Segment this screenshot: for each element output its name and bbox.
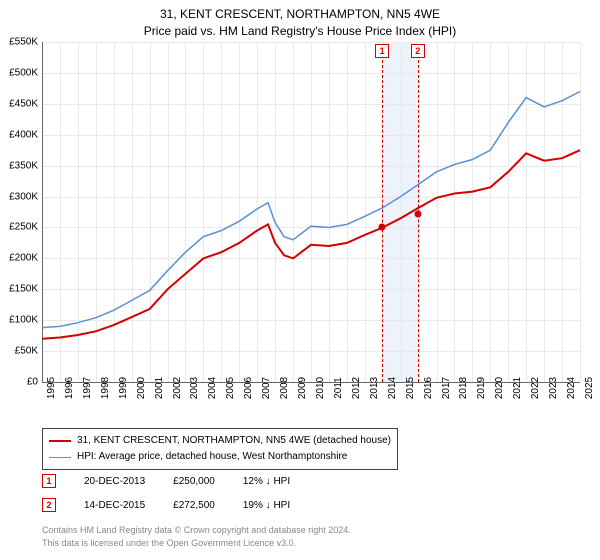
x-tick-label: 2020 (494, 377, 505, 399)
y-tick-label: £400K (2, 129, 38, 140)
y-tick-label: £100K (2, 315, 38, 326)
footer: Contains HM Land Registry data © Crown c… (42, 524, 351, 549)
x-tick-label: 2025 (584, 377, 595, 399)
sale-delta-1: 12% ↓ HPI (243, 476, 290, 487)
x-tick-label: 2013 (369, 377, 380, 399)
series-line-hpi (42, 92, 580, 328)
x-tick-label: 2014 (387, 377, 398, 399)
sale-date-1: 20-DEC-2013 (84, 476, 145, 487)
x-tick-label: 2021 (512, 377, 523, 399)
legend: 31, KENT CRESCENT, NORTHAMPTON, NN5 4WE … (42, 428, 398, 470)
y-tick-label: £200K (2, 253, 38, 264)
sale-row-2: 2 14-DEC-2015 £272,500 19% ↓ HPI (42, 498, 290, 512)
chart-title: 31, KENT CRESCENT, NORTHAMPTON, NN5 4WE … (0, 0, 600, 40)
x-tick-label: 1998 (100, 377, 111, 399)
x-tick-label: 1996 (64, 377, 75, 399)
x-tick-label: 2008 (279, 377, 290, 399)
legend-label-hpi: HPI: Average price, detached house, West… (77, 449, 347, 465)
x-tick-label: 1999 (118, 377, 129, 399)
sale-delta-2: 19% ↓ HPI (243, 500, 290, 511)
y-tick-label: £350K (2, 160, 38, 171)
legend-swatch-property (49, 440, 71, 442)
x-tick-label: 2001 (154, 377, 165, 399)
x-tick-label: 2007 (261, 377, 272, 399)
legend-swatch-hpi (49, 457, 71, 458)
y-tick-label: £300K (2, 191, 38, 202)
y-tick-label: £50K (2, 346, 38, 357)
x-tick-label: 2018 (458, 377, 469, 399)
sale-marker-2: 2 (42, 498, 56, 512)
x-tick-label: 2003 (189, 377, 200, 399)
chart-container: 31, KENT CRESCENT, NORTHAMPTON, NN5 4WE … (0, 0, 600, 560)
legend-item-hpi: HPI: Average price, detached house, West… (49, 449, 391, 465)
sale-price-2: £272,500 (173, 500, 215, 511)
legend-item-property: 31, KENT CRESCENT, NORTHAMPTON, NN5 4WE … (49, 433, 391, 449)
y-tick-label: £0 (2, 377, 38, 388)
y-tick-label: £150K (2, 284, 38, 295)
y-tick-label: £550K (2, 37, 38, 48)
sale-price-1: £250,000 (173, 476, 215, 487)
x-tick-label: 2019 (476, 377, 487, 399)
x-tick-label: 2024 (566, 377, 577, 399)
x-tick-label: 2017 (441, 377, 452, 399)
x-tick-label: 2004 (207, 377, 218, 399)
x-tick-label: 2009 (297, 377, 308, 399)
x-tick-label: 2006 (243, 377, 254, 399)
footer-line-2: This data is licensed under the Open Gov… (42, 537, 351, 550)
gridline-v (580, 42, 581, 382)
legend-label-property: 31, KENT CRESCENT, NORTHAMPTON, NN5 4WE … (77, 433, 391, 449)
x-tick-label: 1997 (82, 377, 93, 399)
x-tick-label: 2016 (423, 377, 434, 399)
x-tick-label: 2012 (351, 377, 362, 399)
y-tick-label: £450K (2, 98, 38, 109)
sale-marker-1: 1 (42, 474, 56, 488)
x-tick-label: 2022 (530, 377, 541, 399)
x-tick-label: 2011 (333, 377, 344, 399)
y-tick-label: £500K (2, 67, 38, 78)
series-svg (42, 42, 580, 382)
footer-line-1: Contains HM Land Registry data © Crown c… (42, 524, 351, 537)
plot-area: 12 (42, 42, 580, 382)
title-line-1: 31, KENT CRESCENT, NORTHAMPTON, NN5 4WE (0, 6, 600, 23)
x-tick-label: 1995 (46, 377, 57, 399)
x-tick-label: 2023 (548, 377, 559, 399)
sale-row-1: 1 20-DEC-2013 £250,000 12% ↓ HPI (42, 474, 290, 488)
x-tick-label: 2005 (225, 377, 236, 399)
series-line-property (42, 150, 580, 339)
x-tick-label: 2015 (405, 377, 416, 399)
y-tick-label: £250K (2, 222, 38, 233)
x-tick-label: 2002 (172, 377, 183, 399)
x-tick-label: 2000 (136, 377, 147, 399)
title-line-2: Price paid vs. HM Land Registry's House … (0, 23, 600, 40)
sale-date-2: 14-DEC-2015 (84, 500, 145, 511)
x-tick-label: 2010 (315, 377, 326, 399)
